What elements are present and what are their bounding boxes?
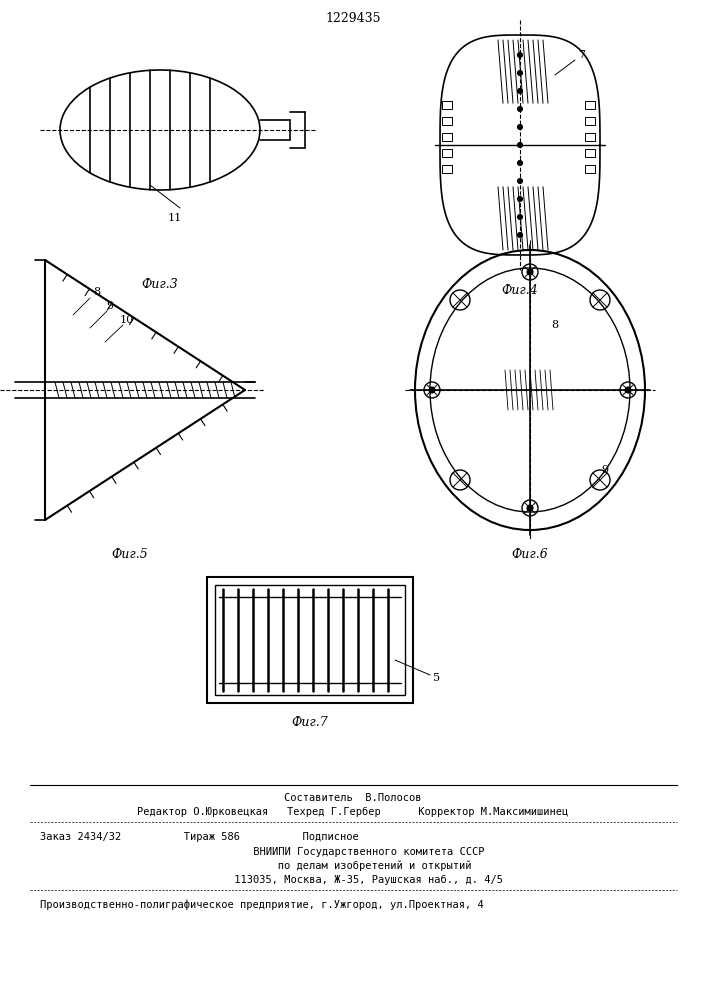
Circle shape bbox=[518, 142, 522, 147]
Circle shape bbox=[518, 178, 522, 184]
Bar bbox=[442, 117, 452, 125]
Text: по делам изобретений и открытий: по делам изобретений и открытий bbox=[234, 861, 472, 871]
Text: 11: 11 bbox=[168, 213, 182, 223]
Bar bbox=[442, 149, 452, 157]
Text: 10: 10 bbox=[120, 315, 134, 325]
Ellipse shape bbox=[60, 70, 260, 190]
Text: 7: 7 bbox=[578, 50, 585, 60]
Text: 113035, Москва, Ж-35, Раушская наб., д. 4/5: 113035, Москва, Ж-35, Раушская наб., д. … bbox=[203, 875, 503, 885]
Circle shape bbox=[429, 387, 435, 393]
Text: Фиг.6: Фиг.6 bbox=[512, 548, 549, 562]
Circle shape bbox=[518, 70, 522, 76]
Bar bbox=[585, 149, 595, 157]
Circle shape bbox=[527, 505, 533, 511]
Circle shape bbox=[518, 160, 522, 165]
Text: 5: 5 bbox=[433, 673, 440, 683]
Bar bbox=[585, 117, 595, 125]
Circle shape bbox=[518, 232, 522, 237]
Bar bbox=[442, 101, 452, 109]
Text: Заказ 2434/32          Тираж 586          Подписное: Заказ 2434/32 Тираж 586 Подписное bbox=[40, 832, 358, 842]
Text: 1229435: 1229435 bbox=[325, 11, 381, 24]
Bar bbox=[442, 133, 452, 141]
Text: Фиг.5: Фиг.5 bbox=[112, 548, 148, 562]
Text: 8: 8 bbox=[551, 320, 559, 330]
Circle shape bbox=[518, 124, 522, 129]
Circle shape bbox=[518, 106, 522, 111]
Text: 9: 9 bbox=[602, 465, 609, 475]
Circle shape bbox=[518, 215, 522, 220]
Bar bbox=[585, 101, 595, 109]
Circle shape bbox=[518, 89, 522, 94]
Text: Фиг.4: Фиг.4 bbox=[502, 284, 538, 296]
Bar bbox=[207, 577, 413, 703]
Text: 9: 9 bbox=[107, 301, 114, 311]
Circle shape bbox=[518, 196, 522, 202]
Text: Редактор О.Юрковецкая   Техред Г.Гербер      Корректор М.Максимишинец: Редактор О.Юрковецкая Техред Г.Гербер Ко… bbox=[137, 807, 568, 817]
Text: Фиг.7: Фиг.7 bbox=[291, 716, 328, 730]
Bar bbox=[442, 165, 452, 173]
Bar bbox=[215, 585, 405, 695]
Text: Составитель  В.Полосов: Составитель В.Полосов bbox=[284, 793, 422, 803]
Circle shape bbox=[527, 269, 533, 275]
Text: Производственно-полиграфическое предприятие, г.Ужгород, ул.Проектная, 4: Производственно-полиграфическое предприя… bbox=[40, 900, 484, 910]
Circle shape bbox=[518, 52, 522, 57]
Text: Фиг.3: Фиг.3 bbox=[141, 278, 178, 292]
Text: ВНИИПИ Государственного комитета СССР: ВНИИПИ Государственного комитета СССР bbox=[222, 847, 484, 857]
Circle shape bbox=[625, 387, 631, 393]
Bar bbox=[585, 165, 595, 173]
Text: 8: 8 bbox=[93, 287, 100, 297]
Bar bbox=[585, 133, 595, 141]
